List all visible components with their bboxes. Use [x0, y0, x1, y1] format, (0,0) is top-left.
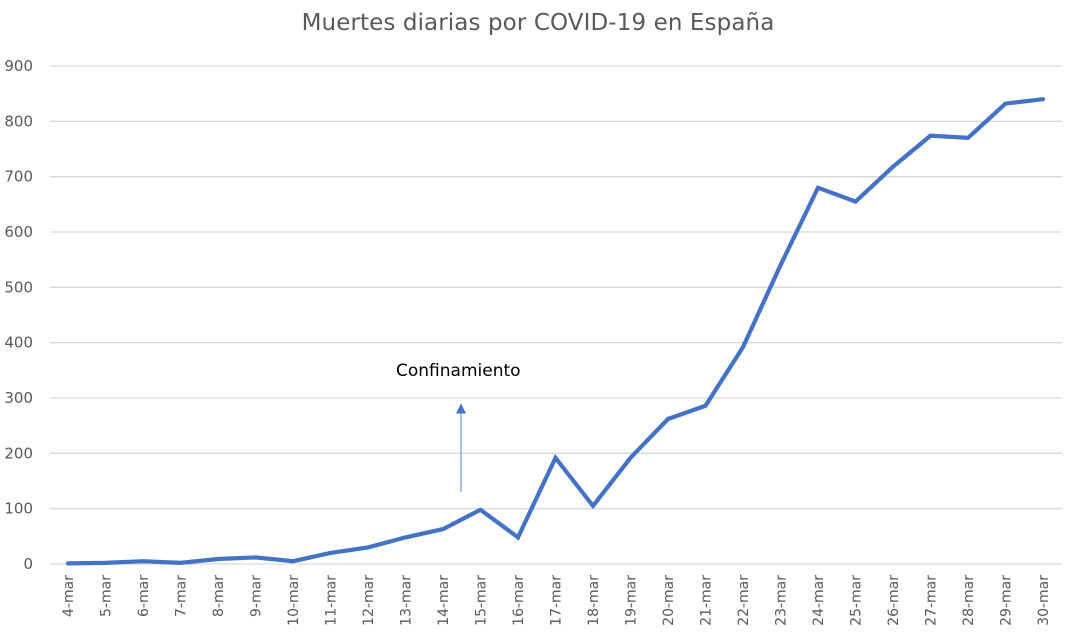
- x-tick-label: 28-mar: [961, 575, 977, 626]
- x-tick-label: 21-mar: [699, 575, 715, 626]
- chart-title: Muertes diarias por COVID-19 en España: [301, 10, 775, 36]
- x-tick-label: 16-mar: [511, 575, 527, 626]
- x-tick-label: 25-mar: [849, 575, 865, 626]
- y-tick-label: 900: [4, 57, 33, 75]
- x-tick-label: 14-mar: [436, 575, 452, 626]
- x-tick-label: 8-mar: [211, 575, 227, 617]
- x-tick-label: 5-mar: [99, 575, 115, 617]
- x-tick-label: 30-mar: [1036, 575, 1052, 626]
- x-tick-label: 17-mar: [549, 575, 565, 626]
- y-tick-label: 500: [4, 278, 33, 296]
- x-tick-label: 15-mar: [474, 575, 490, 626]
- x-axis-ticks: 4-mar 5-mar 6-mar 7-mar 8-mar 9-mar 10-mar 11-m…: [61, 575, 1052, 626]
- x-tick-label: 29-mar: [999, 575, 1015, 626]
- x-tick-label: 13-mar: [399, 575, 415, 626]
- y-axis-ticks: 0 100 200 300 400 500 600 700 800 900: [4, 57, 33, 573]
- x-tick-label: 24-mar: [811, 575, 827, 626]
- y-tick-label: 100: [4, 500, 33, 518]
- x-tick-label: 18-mar: [586, 575, 602, 626]
- confinamiento-arrow-icon: [456, 403, 466, 493]
- y-tick-label: 700: [4, 168, 33, 186]
- y-tick-label: 400: [4, 334, 33, 352]
- x-tick-label: 6-mar: [136, 575, 152, 617]
- annotation-confinamiento: Confinamiento: [396, 361, 521, 381]
- y-tick-label: 800: [4, 112, 33, 130]
- series-line: [65, 97, 1046, 566]
- gridlines: [50, 65, 1062, 565]
- x-tick-label: 12-mar: [361, 575, 377, 626]
- x-tick-label: 19-mar: [624, 575, 640, 626]
- x-tick-label: 27-mar: [924, 575, 940, 626]
- x-tick-label: 7-mar: [174, 575, 190, 617]
- x-tick-label: 11-mar: [324, 575, 340, 626]
- series-polyline: [65, 97, 1046, 566]
- x-tick-label: 23-mar: [774, 575, 790, 626]
- y-tick-label: 300: [4, 389, 33, 407]
- x-tick-label: 4-mar: [61, 575, 77, 617]
- x-tick-label: 22-mar: [736, 575, 752, 626]
- x-tick-label: 10-mar: [286, 575, 302, 626]
- y-tick-label: 0: [23, 555, 33, 573]
- x-tick-label: 9-mar: [249, 575, 265, 617]
- x-tick-label: 26-mar: [886, 575, 902, 626]
- x-tick-label: 20-mar: [661, 575, 677, 626]
- y-tick-label: 600: [4, 223, 33, 241]
- y-tick-label: 200: [4, 444, 33, 462]
